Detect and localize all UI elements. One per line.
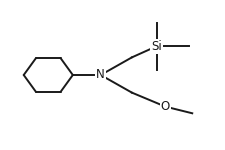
Text: O: O xyxy=(160,100,169,113)
Text: Si: Si xyxy=(151,40,161,53)
Text: N: N xyxy=(96,69,105,81)
